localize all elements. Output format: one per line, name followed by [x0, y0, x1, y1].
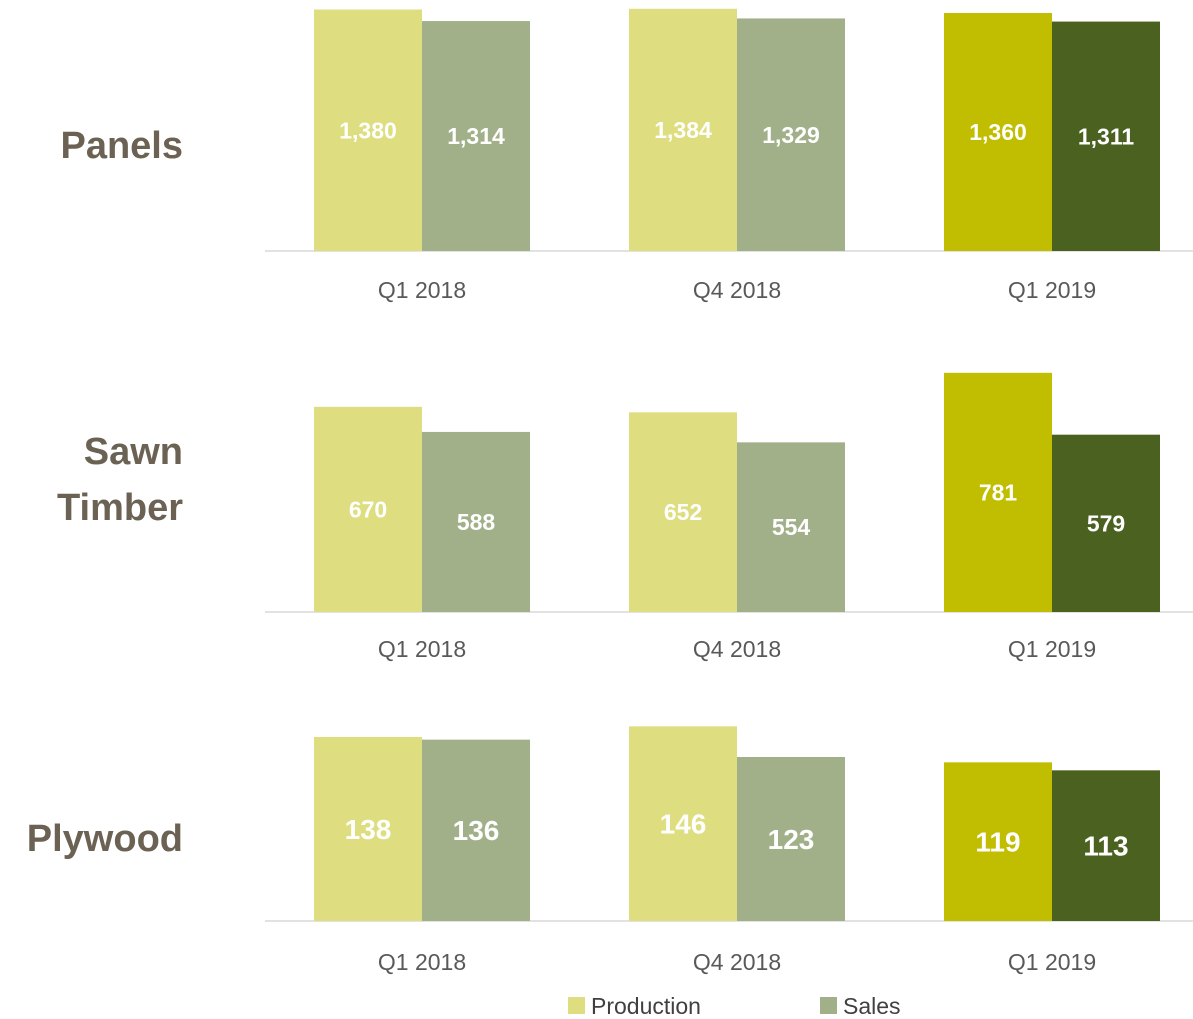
- row-label: Panels: [60, 125, 183, 167]
- x-tick-label: Q1 2019: [1008, 636, 1096, 662]
- data-label: 1,329: [762, 122, 820, 148]
- bar-sales: [422, 739, 530, 921]
- bar-production: [629, 412, 737, 612]
- data-label: 138: [345, 814, 392, 845]
- data-label: 579: [1087, 510, 1125, 536]
- chart-row-2: Plywood 138 136 Q1 2018 146 123 Q4 2018 119 113 Q…: [27, 726, 1193, 975]
- data-label: 670: [349, 496, 387, 522]
- data-label: 1,380: [339, 117, 397, 143]
- x-tick-label: Q1 2019: [1008, 949, 1096, 975]
- row-label: Plywood: [27, 818, 183, 860]
- bar-sales: [1052, 434, 1160, 612]
- legend-label-production: Production: [591, 993, 701, 1019]
- bar-production: [314, 9, 422, 251]
- legend-label-sales: Sales: [843, 993, 901, 1019]
- bar-production: [944, 13, 1052, 251]
- chart-rows: Panels 1,380 1,314 Q1 2018 1,384 1,329 Q4 2018…: [27, 8, 1193, 975]
- chart-row-1: Sawn Timber 670 588 Q1 2018 652 554 Q4 2018 781 5…: [57, 372, 1193, 662]
- data-label: 1,311: [1078, 123, 1134, 149]
- x-tick-label: Q4 2018: [693, 636, 781, 662]
- x-tick-label: Q1 2019: [1008, 277, 1096, 303]
- data-label: 123: [768, 824, 815, 855]
- bar-sales: [1052, 770, 1160, 921]
- bar-production: [944, 372, 1052, 612]
- x-tick-label: Q4 2018: [693, 949, 781, 975]
- data-label: 1,360: [969, 119, 1027, 145]
- bar-sales: [422, 431, 530, 612]
- bar-sales: [737, 442, 845, 612]
- chart-row-0: Panels 1,380 1,314 Q1 2018 1,384 1,329 Q4 2018…: [60, 8, 1193, 303]
- data-label: 588: [457, 509, 496, 535]
- data-label: 119: [975, 826, 1020, 857]
- bar-sales: [737, 757, 845, 921]
- bar-production: [314, 737, 422, 921]
- bar-sales: [1052, 21, 1160, 252]
- data-label: 1,314: [447, 123, 505, 149]
- bar-production: [629, 726, 737, 921]
- bar-production: [944, 762, 1052, 921]
- data-label: 136: [453, 815, 500, 846]
- data-label: 554: [772, 514, 811, 540]
- x-tick-label: Q1 2018: [378, 636, 466, 662]
- bar-sales: [737, 18, 845, 251]
- legend: Production Sales: [568, 993, 901, 1019]
- bar-production: [629, 8, 737, 251]
- data-label: 652: [664, 499, 702, 525]
- data-label: 113: [1083, 830, 1128, 861]
- bar-sales: [422, 21, 530, 251]
- row-label: Timber: [57, 487, 183, 529]
- data-label: 1,384: [654, 117, 712, 143]
- x-tick-label: Q1 2018: [378, 277, 466, 303]
- x-tick-label: Q1 2018: [378, 949, 466, 975]
- data-label: 146: [660, 808, 707, 839]
- data-label: 781: [979, 479, 1018, 505]
- row-label: Sawn: [84, 431, 183, 473]
- x-tick-label: Q4 2018: [693, 277, 781, 303]
- legend-swatch-sales: [820, 997, 837, 1014]
- legend-swatch-production: [568, 997, 585, 1014]
- bar-production: [314, 406, 422, 612]
